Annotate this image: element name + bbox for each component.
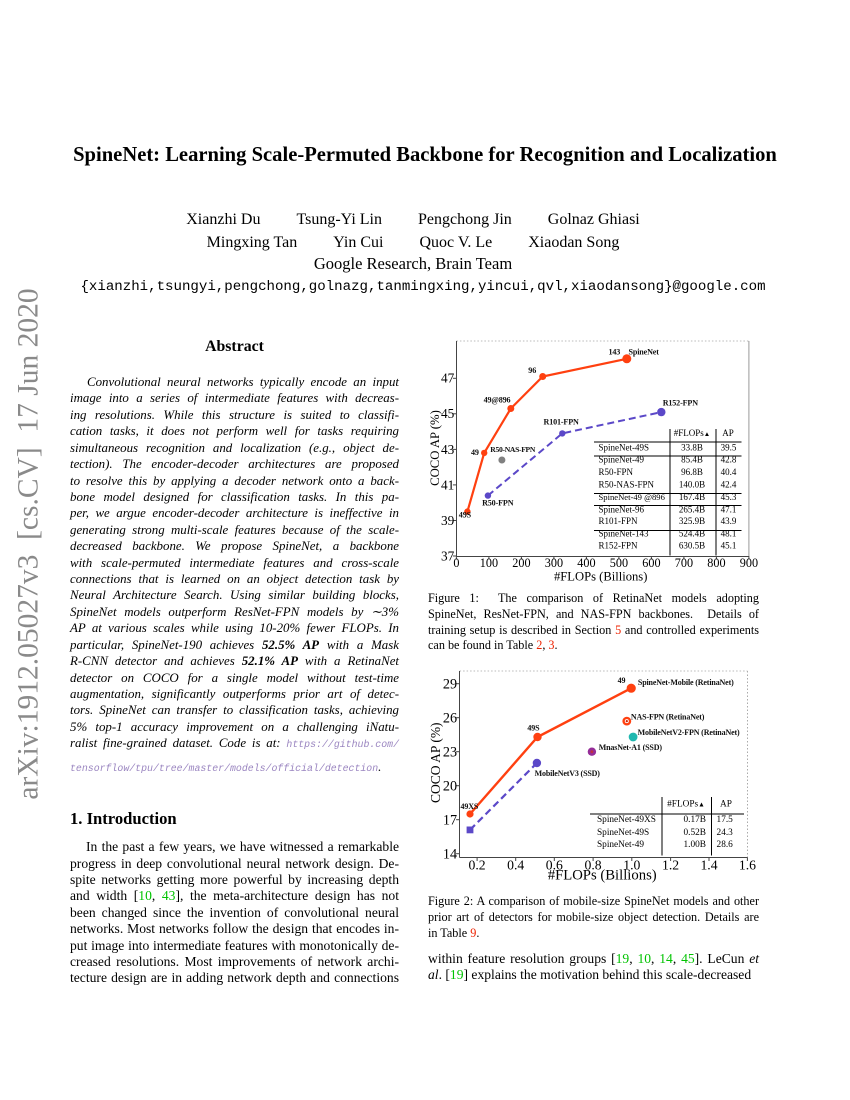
svg-text:1.6: 1.6 [739, 857, 756, 872]
svg-text:29: 29 [443, 676, 457, 692]
svg-text:R101-FPN: R101-FPN [544, 418, 580, 427]
svg-text:48.1: 48.1 [721, 528, 737, 538]
svg-text:49XS: 49XS [461, 802, 479, 811]
svg-text:R50-NAS-FPN: R50-NAS-FPN [599, 479, 655, 489]
svg-text:300: 300 [545, 556, 563, 570]
svg-text:100: 100 [480, 556, 498, 570]
svg-text:49S: 49S [527, 724, 540, 733]
svg-text:SpineNet-96: SpineNet-96 [599, 505, 645, 515]
svg-text:SpineNet-49S: SpineNet-49S [599, 443, 650, 453]
svg-text:39.5: 39.5 [721, 443, 737, 453]
svg-text:1.4: 1.4 [700, 857, 717, 872]
svg-text:R152-FPN: R152-FPN [599, 541, 639, 551]
svg-text:325.9B: 325.9B [679, 516, 705, 526]
svg-text:AP: AP [720, 800, 732, 810]
svg-text:SpineNet-49: SpineNet-49 [597, 840, 644, 850]
svg-text:NAS-FPN (RetinaNet): NAS-FPN (RetinaNet) [631, 713, 705, 722]
svg-text:17: 17 [443, 812, 457, 828]
svg-text:17.5: 17.5 [717, 815, 734, 825]
svg-text:40.4: 40.4 [721, 467, 737, 477]
svg-text:R50-NAS-FPN: R50-NAS-FPN [490, 445, 536, 454]
svg-text:#FLOPs (Billions): #FLOPs (Billions) [554, 570, 647, 584]
svg-text:SpineNet-49 @896: SpineNet-49 @896 [599, 492, 666, 502]
svg-text:47: 47 [441, 371, 455, 386]
svg-text:1.00B: 1.00B [684, 840, 706, 850]
svg-text:630.5B: 630.5B [679, 541, 705, 551]
svg-text:SpineNet-49XS: SpineNet-49XS [597, 815, 656, 825]
svg-text:41: 41 [441, 477, 454, 492]
svg-text:49: 49 [471, 448, 479, 457]
svg-text:400: 400 [577, 556, 595, 570]
svg-text:COCO AP (%): COCO AP (%) [430, 722, 443, 803]
svg-text:500: 500 [610, 556, 628, 570]
svg-text:42.4: 42.4 [721, 479, 737, 489]
svg-text:28.6: 28.6 [717, 840, 734, 850]
svg-text:800: 800 [707, 556, 725, 570]
svg-text:143: 143 [609, 348, 621, 357]
svg-text:1.2: 1.2 [662, 857, 679, 872]
svg-text:SpineNet-Mobile (RetinaNet): SpineNet-Mobile (RetinaNet) [638, 678, 734, 687]
svg-text:23: 23 [443, 744, 457, 760]
svg-text:37: 37 [441, 548, 455, 563]
svg-text:SpineNet-49S: SpineNet-49S [597, 828, 649, 838]
svg-text:0.6: 0.6 [546, 857, 563, 872]
svg-text:200: 200 [512, 556, 530, 570]
svg-text:#FLOPs (Billions): #FLOPs (Billions) [548, 868, 657, 884]
svg-text:49: 49 [618, 676, 626, 685]
svg-text:0.2: 0.2 [469, 857, 486, 872]
svg-text:45: 45 [441, 406, 455, 421]
svg-text:33.8B: 33.8B [681, 443, 703, 453]
svg-text:COCO AP (%): COCO AP (%) [430, 410, 442, 486]
svg-text:0.17B: 0.17B [684, 815, 706, 825]
svg-text:SpineNet-49: SpineNet-49 [599, 455, 645, 465]
svg-text:96.8B: 96.8B [681, 467, 703, 477]
svg-text:20: 20 [443, 778, 457, 794]
svg-text:700: 700 [675, 556, 693, 570]
svg-text:R152-FPN: R152-FPN [663, 398, 699, 407]
svg-text:49@896: 49@896 [484, 396, 511, 405]
svg-text:524.4B: 524.4B [679, 528, 705, 538]
svg-text:MobileNetV2-FPN (RetinaNet): MobileNetV2-FPN (RetinaNet) [638, 728, 740, 737]
svg-text:600: 600 [642, 556, 660, 570]
svg-text:49S: 49S [459, 511, 472, 520]
svg-text:0.4: 0.4 [507, 857, 524, 872]
svg-text:MnasNet-A1 (SSD): MnasNet-A1 (SSD) [599, 743, 663, 752]
svg-text:43.9: 43.9 [721, 516, 737, 526]
svg-text:900: 900 [740, 556, 758, 570]
svg-text:47.1: 47.1 [721, 505, 737, 515]
svg-text:0.8: 0.8 [585, 857, 602, 872]
svg-text:SpineNet: SpineNet [629, 348, 660, 357]
svg-text:R101-FPN: R101-FPN [599, 516, 639, 526]
svg-text:MobileNetV3 (SSD): MobileNetV3 (SSD) [535, 769, 601, 778]
svg-text:26: 26 [443, 710, 457, 726]
svg-text:R50-FPN: R50-FPN [482, 499, 514, 508]
svg-text:42.8: 42.8 [721, 455, 737, 465]
svg-text:0: 0 [453, 556, 459, 570]
svg-text:SpineNet-143: SpineNet-143 [599, 528, 649, 538]
svg-text:AP: AP [722, 428, 734, 438]
svg-text:45.3: 45.3 [721, 492, 737, 502]
svg-text:#FLOPs▲: #FLOPs▲ [667, 800, 705, 810]
svg-text:24.3: 24.3 [717, 828, 734, 838]
svg-text:167.4B: 167.4B [679, 492, 705, 502]
svg-text:140.0B: 140.0B [679, 479, 705, 489]
svg-text:45.1: 45.1 [721, 541, 737, 551]
svg-text:14: 14 [443, 846, 457, 862]
svg-text:43: 43 [441, 442, 455, 457]
svg-text:265.4B: 265.4B [679, 505, 705, 515]
svg-text:85.4B: 85.4B [681, 455, 703, 465]
svg-text:39: 39 [441, 513, 455, 528]
svg-text:96: 96 [528, 366, 536, 375]
svg-text:0.52B: 0.52B [684, 828, 706, 838]
svg-text:#FLOPs▲: #FLOPs▲ [674, 428, 710, 438]
svg-text:R50-FPN: R50-FPN [599, 467, 634, 477]
svg-text:1.0: 1.0 [623, 857, 640, 872]
